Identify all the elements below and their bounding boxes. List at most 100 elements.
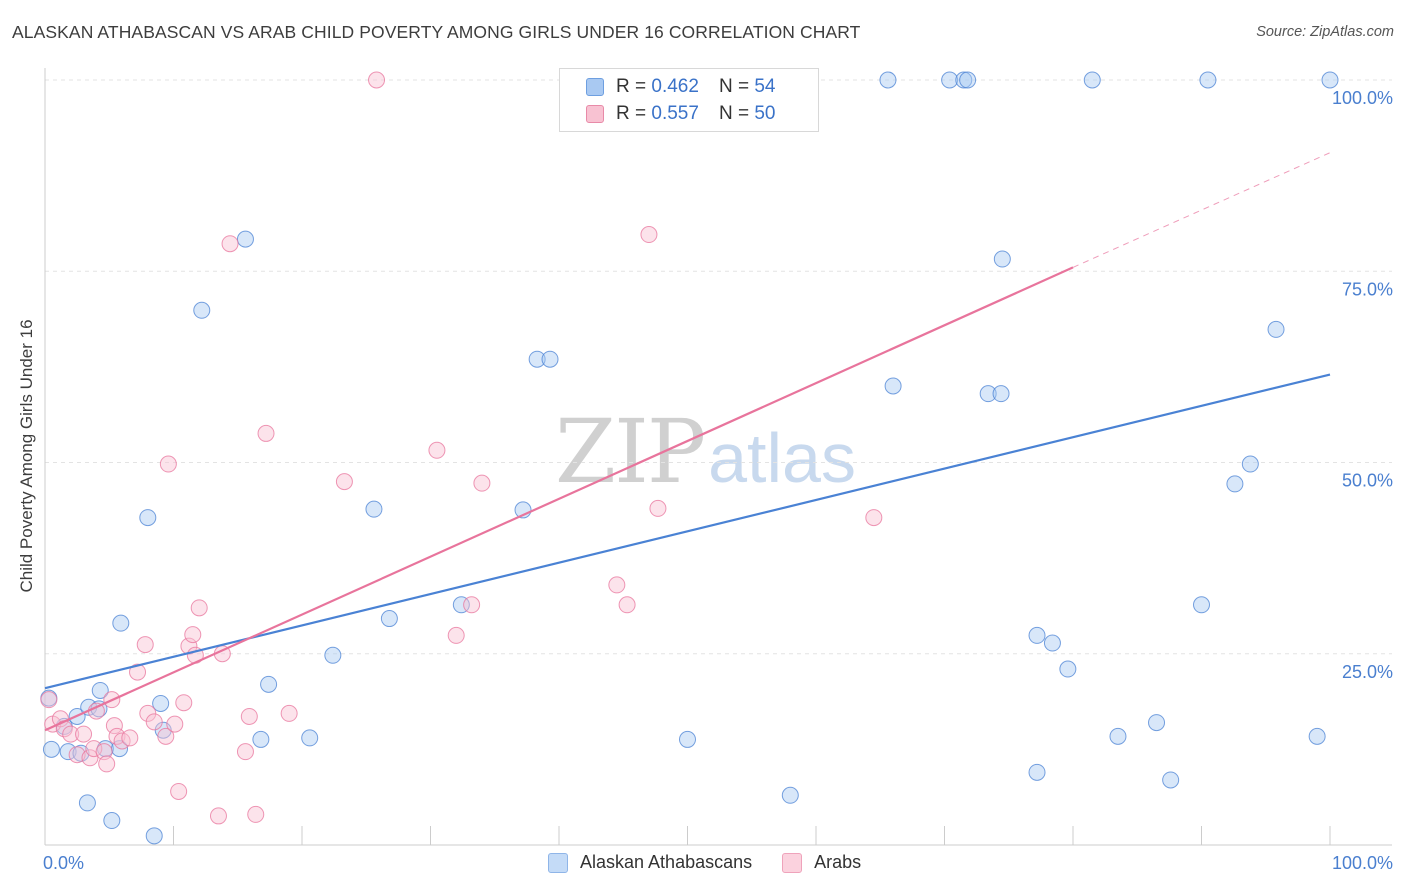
athabascan-trend-line xyxy=(44,373,1331,690)
athabascan-point xyxy=(879,71,897,89)
athabascan-point xyxy=(1241,455,1259,473)
x-tick-label: 100.0% xyxy=(1332,853,1393,873)
arab-point xyxy=(98,755,116,773)
watermark-atlas: atlas xyxy=(708,419,856,497)
legend-n-label: N = xyxy=(718,76,750,97)
bottom-legend: Alaskan Athabascans Arabs xyxy=(548,852,891,873)
athabascan-point xyxy=(145,827,163,845)
legend-row-athabascan: R = 0.462 N = 54 xyxy=(586,74,775,100)
arab-point xyxy=(608,576,626,594)
y-axis-label: Child Poverty Among Girls Under 16 xyxy=(17,319,36,593)
athabascan-point xyxy=(993,250,1011,268)
athabascan-point xyxy=(324,646,342,664)
athabascan-point xyxy=(236,230,254,248)
arab-point xyxy=(236,743,254,761)
athabascan-point xyxy=(103,812,121,830)
legend-n-value: 54 xyxy=(754,76,776,97)
athabascan-point xyxy=(1059,660,1077,678)
arab-point xyxy=(649,499,667,517)
athabascan-point xyxy=(452,596,470,614)
athabascan-point xyxy=(252,730,270,748)
legend-r-label: R = xyxy=(616,103,647,124)
athabascan-point xyxy=(959,71,977,89)
arab-point xyxy=(145,713,163,731)
bottom-legend-item-arabs: Arabs xyxy=(782,852,861,873)
athabascan-point xyxy=(301,729,319,747)
athabascan-point xyxy=(78,794,96,812)
arab-point xyxy=(247,805,265,823)
arab-point xyxy=(221,235,239,253)
legend-swatch-arabs xyxy=(586,105,604,123)
athabascan-point xyxy=(91,681,109,699)
athabascan-point xyxy=(42,740,60,758)
athabascan-point xyxy=(1199,71,1217,89)
athabascan-point xyxy=(541,350,559,368)
arab-point xyxy=(190,599,208,617)
athabascan-point xyxy=(380,610,398,628)
bottom-legend-swatch-arabs xyxy=(782,852,803,873)
athabascan-point xyxy=(1148,714,1166,732)
arab-point xyxy=(68,746,86,764)
arab-point xyxy=(75,725,93,743)
athabascan-point xyxy=(260,675,278,693)
athabascan-point xyxy=(365,500,383,518)
arab-point xyxy=(618,596,636,614)
legend-n-value: 50 xyxy=(754,103,776,124)
athabascan-point xyxy=(992,385,1010,403)
athabascan-point xyxy=(59,743,77,761)
arab-point xyxy=(473,474,491,492)
bottom-legend-label-arabs: Arabs xyxy=(814,852,862,872)
watermark-zip: ZIP xyxy=(555,400,706,503)
legend-n-label: N = xyxy=(718,103,750,124)
athabascan-point xyxy=(1109,727,1127,745)
y-tick-label: 75.0% xyxy=(1342,279,1393,299)
athabascan-point xyxy=(781,786,799,804)
arab-point xyxy=(121,729,139,747)
legend-r-value: 0.557 xyxy=(651,103,699,124)
chart-title: ALASKAN ATHABASCAN VS ARAB CHILD POVERTY… xyxy=(12,22,861,42)
athabascan-point xyxy=(193,301,211,319)
legend-r-value: 0.462 xyxy=(651,76,699,97)
arab-point xyxy=(280,704,298,722)
x-tick-label: 0.0% xyxy=(43,853,84,873)
arab-point xyxy=(157,727,175,745)
y-tick-label: 25.0% xyxy=(1342,662,1393,682)
athabascan-point xyxy=(955,71,973,89)
athabascan-point xyxy=(112,614,130,632)
athabascan-point xyxy=(1321,71,1339,89)
y-tick-label: 100.0% xyxy=(1332,88,1393,108)
arab-point xyxy=(209,807,227,825)
y-tick-label: 50.0% xyxy=(1342,471,1393,491)
legend-box: R = 0.462 N = 54 R = 0.557 N = 50 xyxy=(559,68,819,132)
athabascan-point xyxy=(679,730,696,748)
athabascan-point xyxy=(1193,596,1210,614)
athabascan-point xyxy=(1267,320,1285,338)
athabascan-point xyxy=(979,385,997,403)
athabascan-point xyxy=(1043,634,1061,652)
arab-point xyxy=(40,691,58,709)
athabascan-point xyxy=(941,71,959,89)
legend-row-arabs: R = 0.557 N = 50 xyxy=(586,101,775,127)
arab-point xyxy=(257,424,275,442)
arab-point xyxy=(81,749,99,767)
arab-point xyxy=(166,715,184,733)
athabascan-point xyxy=(1028,763,1046,781)
arab-point xyxy=(170,782,188,800)
athabascan-point xyxy=(1226,475,1244,493)
arab-point xyxy=(175,694,193,712)
arab-point xyxy=(335,473,353,491)
arab-point xyxy=(105,717,123,735)
athabascan-point xyxy=(1308,727,1326,745)
arab-point xyxy=(108,727,126,745)
arab-point xyxy=(136,636,154,654)
arab-point xyxy=(640,226,658,244)
arab-point xyxy=(428,441,446,459)
arab-point xyxy=(865,509,883,527)
arab-point xyxy=(129,663,147,681)
arab-point xyxy=(62,725,80,743)
bottom-legend-label-athabascan: Alaskan Athabascans xyxy=(580,852,753,872)
arab-trend-extension xyxy=(1072,152,1331,268)
bottom-legend-swatch-athabascan xyxy=(548,852,568,873)
athabascan-point xyxy=(139,509,157,527)
